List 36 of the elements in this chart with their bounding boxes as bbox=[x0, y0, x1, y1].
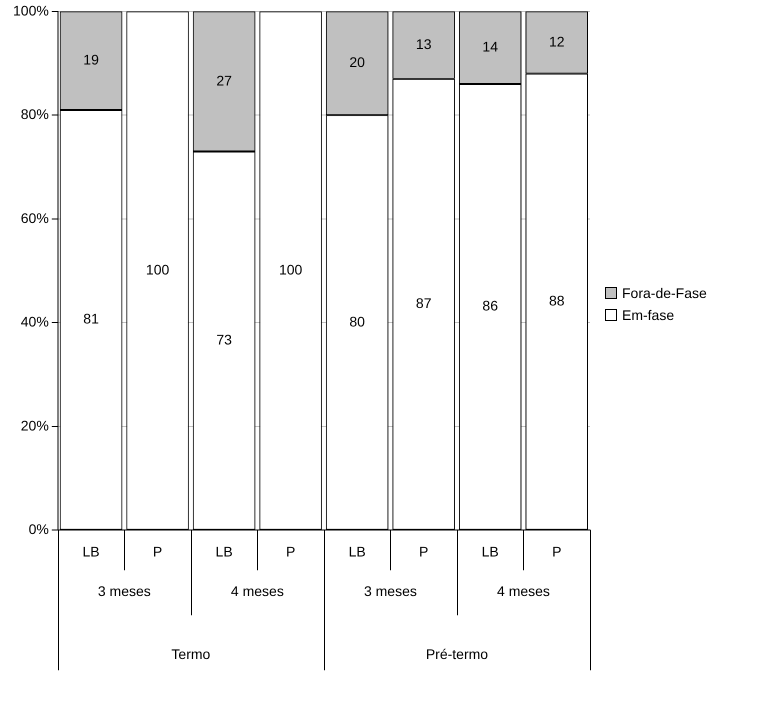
text: 4 meses bbox=[230, 583, 284, 600]
x-tick-label: LB bbox=[482, 543, 499, 560]
data-label: 73 bbox=[216, 331, 232, 348]
text: Pré-termo bbox=[426, 646, 488, 662]
legend-label: Fora-de-Fase bbox=[622, 284, 707, 303]
y-tick-label: 0% bbox=[28, 521, 49, 538]
data-label: 19 bbox=[83, 52, 100, 68]
y-tick-label: 100% bbox=[12, 2, 49, 18]
data-label: 27 bbox=[216, 72, 232, 88]
y-tick-label: 20% bbox=[20, 417, 49, 434]
data-label: 100 bbox=[278, 261, 303, 278]
text: Termo bbox=[171, 646, 211, 662]
text: Em-fase bbox=[622, 306, 674, 325]
data-label: 86 bbox=[482, 298, 498, 314]
y-tick-label: 40% bbox=[20, 314, 49, 330]
x-tick-label: LB bbox=[348, 543, 366, 560]
data-label: 81 bbox=[83, 310, 100, 327]
x-tick-label: LB bbox=[82, 543, 100, 560]
text: 3 meses bbox=[364, 583, 417, 600]
data-label: 20 bbox=[349, 54, 366, 70]
x-tick-label: P bbox=[552, 543, 562, 560]
x-tick-label: P bbox=[286, 543, 296, 560]
data-label: 14 bbox=[482, 38, 498, 55]
y-tick-label: 80% bbox=[20, 106, 49, 122]
data-label: 87 bbox=[416, 295, 432, 312]
data-label: 100 bbox=[146, 261, 170, 278]
x-tick-label: LB bbox=[216, 543, 233, 560]
y-tick-label: 60% bbox=[20, 210, 49, 226]
text: 3 meses bbox=[98, 583, 151, 600]
x-tick-label: P bbox=[419, 543, 428, 560]
data-label: 80 bbox=[349, 313, 366, 330]
text: 4 meses bbox=[497, 583, 550, 600]
data-label: 88 bbox=[548, 292, 565, 309]
data-label: 13 bbox=[416, 36, 432, 52]
data-label: 12 bbox=[548, 33, 565, 50]
x-tick-label: P bbox=[152, 543, 162, 560]
